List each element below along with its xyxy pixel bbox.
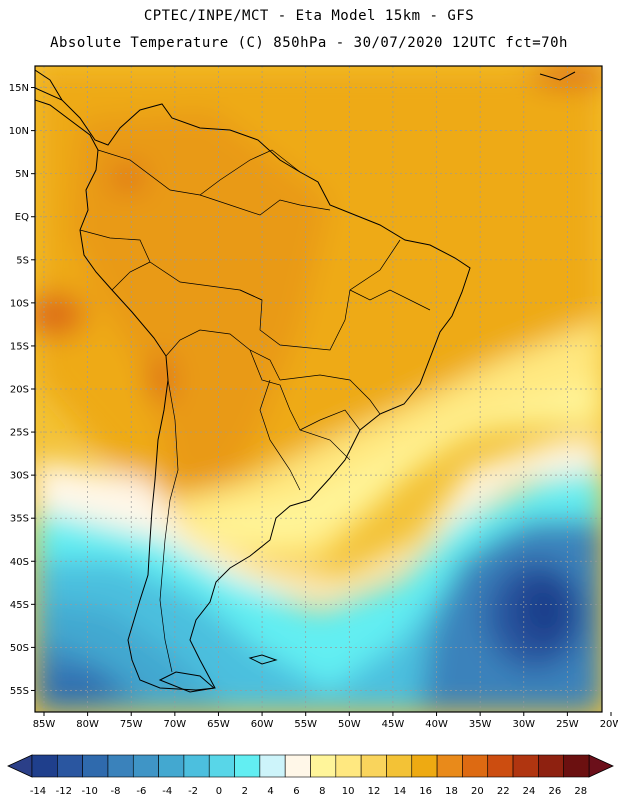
colorbar-swatch [436,754,463,778]
lon-label: 30W [512,719,535,730]
coastlines [35,69,576,693]
colorbar-label: 12 [368,786,381,797]
colorbar-label: -14 [30,786,46,797]
colorbar-label: -2 [188,786,198,797]
lon-label: 35W [469,719,492,730]
lat-label: 50S [10,643,29,654]
lon-label: 75W [120,719,143,730]
lat-label: 35S [10,514,29,525]
colorbar-label: 26 [549,786,562,797]
south-america-outline [35,87,471,691]
lon-label: 55W [294,719,317,730]
colorbar-swatch [386,754,413,778]
colorbar-swatch [183,754,210,778]
chart-title-line-1: CPTEC/INPE/MCT - Eta Model 15km - GFS [143,8,475,24]
caribbean-islands-outline [539,71,576,81]
colorbar-label: 28 [574,786,587,797]
colorbar-swatch [57,754,83,778]
lat-label: 40S [10,557,29,568]
colorbar-swatch [538,754,564,778]
colorbar-label: -4 [162,786,172,797]
central-america-outline [35,69,63,101]
colorbar-swatch [512,754,539,778]
lon-label: 20W [600,719,618,730]
country-borders [79,149,431,673]
colorbar-label: 16 [419,786,432,797]
colorbar-swatch [259,754,286,778]
colorbar-label: 0 [216,786,222,797]
longitude-labels: 85W 80W 75W 70W 65W 60W 55W 50W 45W 40W 35W 30W 25W 2… [33,712,618,730]
colorbar: -14 -12 -10 -8 -6 -4 -2 0 2 4 6 8 10 12 14 16 18 20 22 24 26… [7,754,614,797]
colorbar-label: 18 [445,786,458,797]
lat-label: 30S [10,471,29,482]
lon-label: 70W [164,719,187,730]
colorbar-swatch [132,754,159,778]
colorbar-label: -10 [82,786,98,797]
temperature-field [35,66,602,712]
lat-label: 10S [10,298,29,309]
colorbar-label: 14 [393,786,406,797]
lon-label: 80W [76,719,99,730]
colorbar-swatch [563,754,590,778]
lon-label: 85W [33,719,56,730]
colorbar-swatch [284,754,311,778]
lat-label: 55S [10,686,29,697]
colorbar-swatch [158,754,185,778]
colorbar-min-arrow [7,754,33,778]
lat-label: 45S [10,600,29,611]
colorbar-label: 22 [497,786,510,797]
colorbar-swatch [462,754,489,778]
colorbar-label: -6 [136,786,146,797]
colorbar-swatch [487,754,514,778]
colorbar-label: 6 [293,786,299,797]
lat-label: EQ [15,212,29,223]
latitude-labels: 15N 10N 5N EQ 5S 10S 15S 20S 25S 30S 35S 40S 45S 50S 5… [9,83,35,697]
colorbar-swatch [411,754,438,778]
lon-label: 40W [425,719,448,730]
colorbar-swatch [208,754,235,778]
lon-label: 60W [251,719,274,730]
tierra-del-fuego-outline [158,671,216,693]
lon-label: 50W [338,719,361,730]
colorbar-label: -12 [56,786,72,797]
colorbar-swatch [82,754,109,778]
colorbar-label: 20 [471,786,484,797]
lon-label: 65W [207,719,230,730]
colorbar-label: 4 [267,786,273,797]
lon-label: 25W [556,719,579,730]
colorbar-label: -8 [111,786,121,797]
colorbar-swatch [335,754,362,778]
falkland-islands-outline [248,654,278,665]
lat-label: 5N [15,169,29,180]
colorbar-swatch [234,754,261,778]
colorbar-swatch [360,754,387,778]
colorbar-label: 2 [242,786,248,797]
colorbar-swatch [310,754,337,778]
lat-label: 20S [10,385,29,396]
lat-label: 10N [9,126,29,137]
colorbar-label: 10 [342,786,355,797]
colorbar-label: 8 [319,786,325,797]
chart-title-line-2: Absolute Temperature (C) 850hPa - 30/07/… [50,35,568,51]
lon-label: 45W [382,719,405,730]
lat-label: 5S [16,255,29,266]
colorbar-swatch [31,754,58,778]
lat-label: 15N [9,83,29,94]
colorbar-swatch [107,754,134,778]
colorbar-max-arrow [588,754,614,778]
lat-label: 25S [10,428,29,439]
lat-label: 15S [10,341,29,352]
colorbar-label: 24 [523,786,536,797]
